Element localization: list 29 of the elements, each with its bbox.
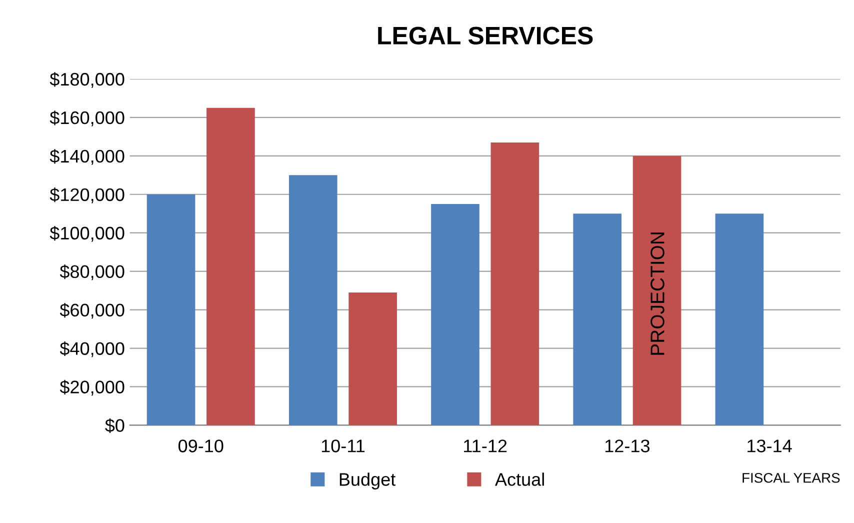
y-tick-label: $180,000 (50, 72, 124, 88)
chart-title: LEGAL SERVICES (378, 26, 593, 44)
x-tick-label: 09-10 (178, 440, 224, 452)
legend-label: Budget (340, 472, 396, 490)
y-tick-label: $80,000 (60, 264, 124, 280)
bar (431, 204, 480, 426)
bar (348, 292, 397, 426)
x-tick-label: 11-12 (464, 440, 507, 452)
legend-label: Actual (494, 472, 544, 486)
y-tick-label: $120,000 (50, 188, 124, 204)
x-tick-label: 12-13 (605, 440, 650, 452)
bar (288, 175, 338, 426)
y-tick-label: $100,000 (50, 226, 124, 242)
y-tick-label: $140,000 (50, 149, 124, 165)
bar (573, 214, 622, 426)
bar (632, 156, 682, 426)
y-tick-label: $60,000 (60, 302, 124, 319)
y-tick-label: $160,000 (50, 110, 124, 126)
bar (206, 108, 255, 426)
bar (715, 214, 764, 426)
y-tick-label: $0 (105, 418, 124, 433)
x-axis-title: FISCAL YEARS (742, 472, 840, 483)
y-tick-label: $20,000 (60, 380, 124, 396)
bar (146, 194, 196, 426)
bar (490, 142, 540, 426)
y-tick-label: $40,000 (60, 341, 124, 358)
x-tick-label: 13-14 (748, 440, 792, 452)
annotation: PROJECTION (650, 232, 664, 355)
x-tick-label: 10-11 (322, 440, 365, 452)
